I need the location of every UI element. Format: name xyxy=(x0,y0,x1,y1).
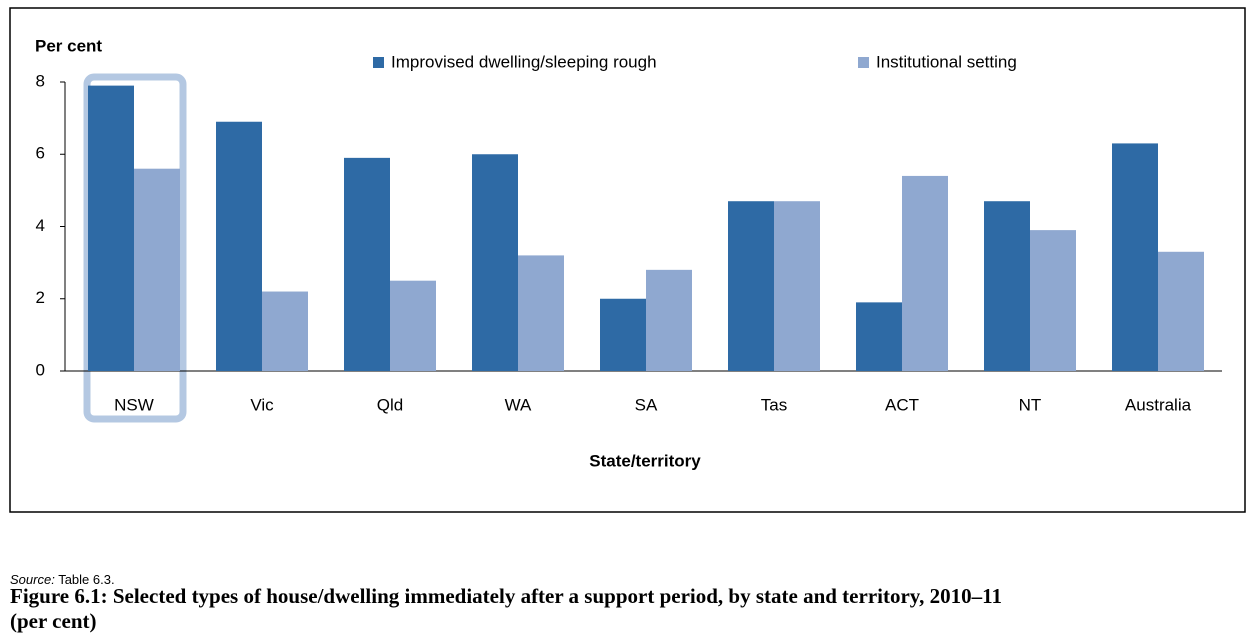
x-tick-label: WA xyxy=(505,395,532,414)
legend-swatch xyxy=(373,57,384,68)
chart-frame xyxy=(9,7,1246,513)
bar xyxy=(1158,251,1204,371)
y-tick-label: 8 xyxy=(36,71,45,90)
bar xyxy=(856,302,902,371)
bar xyxy=(902,175,948,371)
figure-caption: Figure 6.1: Selected types of house/dwel… xyxy=(10,584,1002,633)
bar xyxy=(262,291,308,371)
bar xyxy=(984,201,1030,371)
bar xyxy=(472,154,518,371)
y-tick-label: 2 xyxy=(36,288,45,307)
bar xyxy=(88,85,134,372)
y-tick-label: 4 xyxy=(36,216,45,235)
y-tick-label: 6 xyxy=(36,144,45,163)
x-tick-label: Australia xyxy=(1125,395,1192,414)
bar xyxy=(344,157,390,371)
source-text: Table 6.3. xyxy=(58,572,114,587)
bar xyxy=(134,168,180,371)
bar xyxy=(390,280,436,371)
x-tick-label: Vic xyxy=(250,395,274,414)
bar xyxy=(728,201,774,371)
source-label: Source: xyxy=(10,572,55,587)
bar xyxy=(216,121,262,371)
x-tick-label: Tas xyxy=(761,395,787,414)
x-tick-label: Qld xyxy=(377,395,403,414)
y-axis-label: Per cent xyxy=(35,36,102,55)
legend-label: Improvised dwelling/sleeping rough xyxy=(391,52,657,71)
x-tick-label: ACT xyxy=(885,395,919,414)
legend-swatch xyxy=(858,57,869,68)
bar xyxy=(518,255,564,371)
y-tick-label: 0 xyxy=(36,360,45,379)
x-tick-label: SA xyxy=(635,395,658,414)
x-tick-label: NSW xyxy=(114,395,154,414)
x-axis-label: State/territory xyxy=(589,451,701,470)
bar xyxy=(1030,230,1076,371)
bar xyxy=(646,269,692,371)
x-tick-label: NT xyxy=(1019,395,1042,414)
bar xyxy=(774,201,820,371)
source: Source: Table 6.3. xyxy=(10,572,115,587)
legend-label: Institutional setting xyxy=(876,52,1017,71)
highlight-box xyxy=(83,73,187,423)
bar xyxy=(1112,143,1158,371)
bar xyxy=(600,298,646,371)
